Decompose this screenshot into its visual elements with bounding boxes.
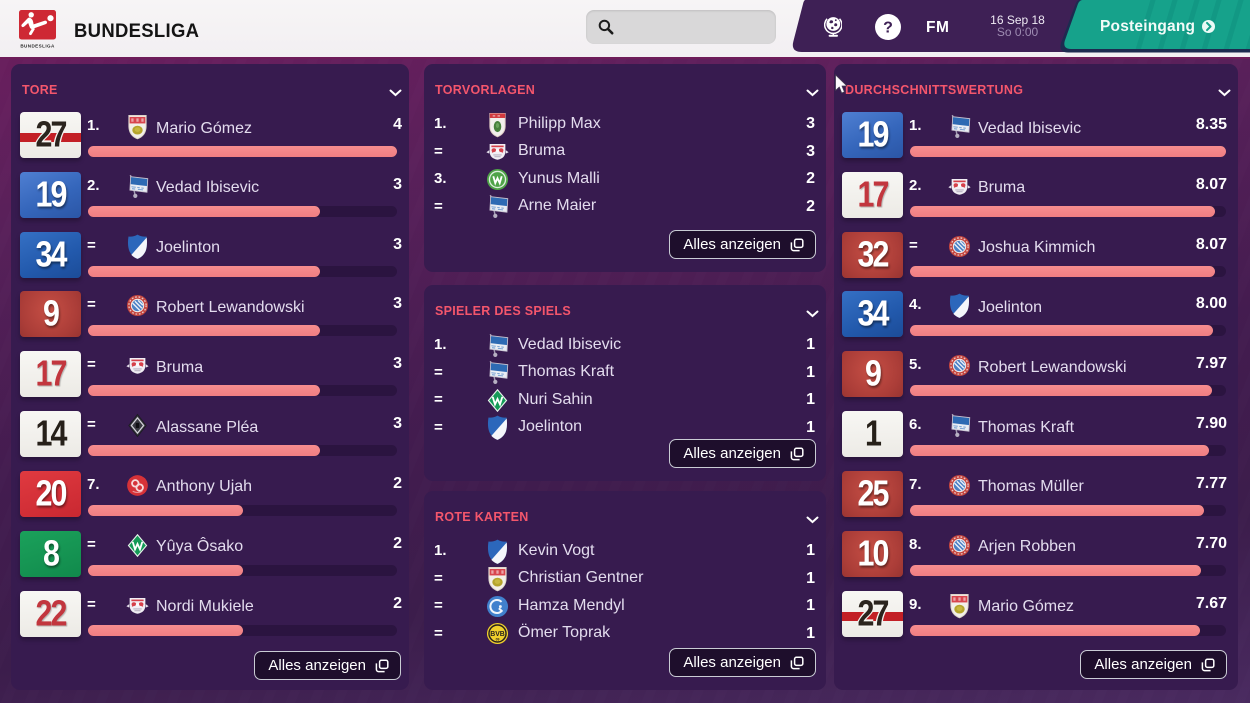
svg-text:09: 09 <box>496 638 500 642</box>
svg-text:BVB: BVB <box>490 631 505 638</box>
svg-text:BUNDESLIGA: BUNDESLIGA <box>20 44 55 49</box>
svg-text:?: ? <box>883 20 893 37</box>
